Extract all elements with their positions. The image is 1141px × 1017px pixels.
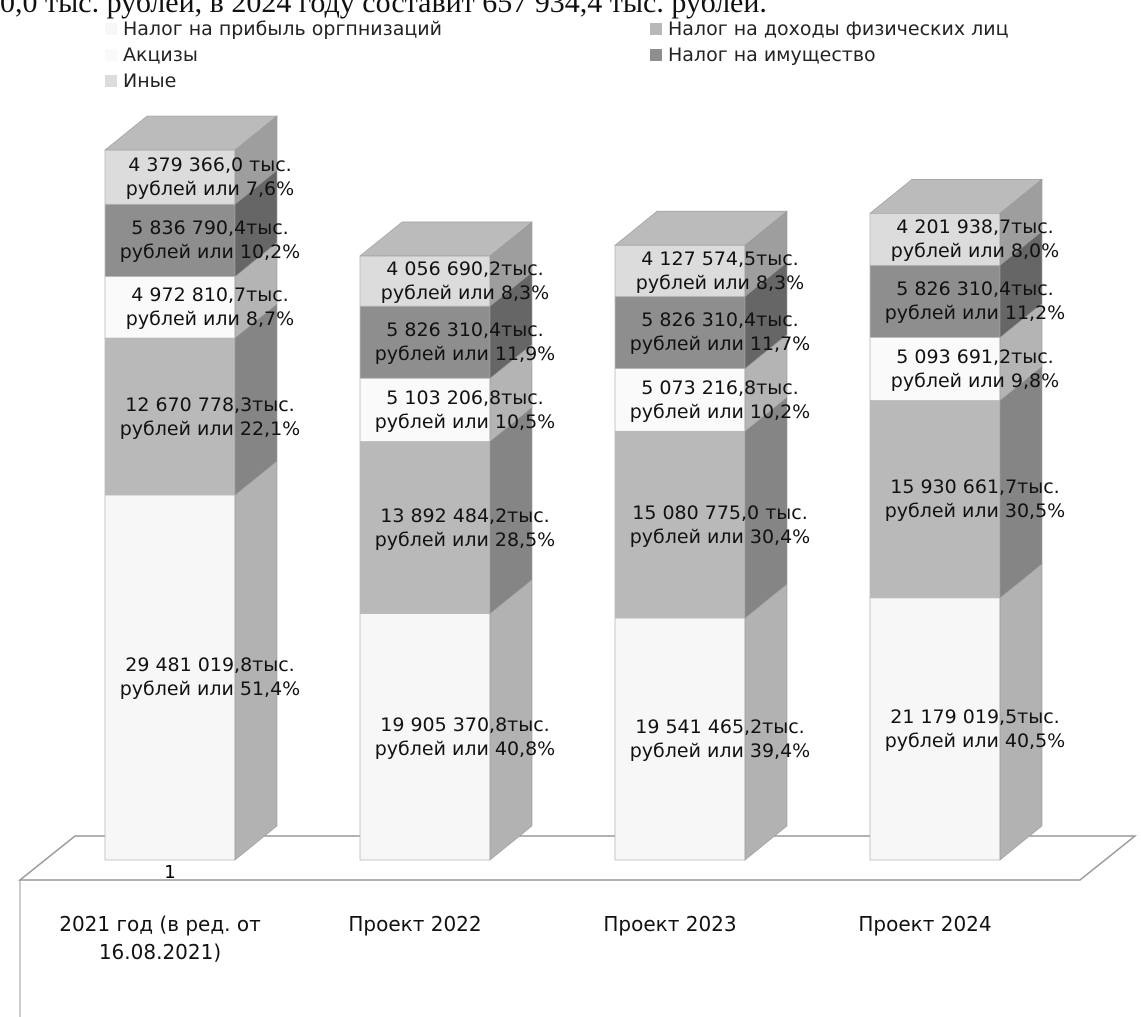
data-label: 15 080 775,0 тыс. рублей или 30,4% bbox=[629, 501, 811, 548]
data-label: 5 836 790,4тыс. рублей или 10,2% bbox=[119, 217, 301, 264]
legend-label: Налог на прибыль оргпнизаций bbox=[123, 18, 442, 40]
bar-segment bbox=[614, 430, 746, 619]
data-label: 5 826 310,4тыс. рублей или 11,2% bbox=[884, 278, 1066, 325]
data-label: 21 179 019,5тыс. рублей или 40,5% bbox=[884, 705, 1066, 752]
data-label: 5 103 206,8тыс. рублей или 10,5% bbox=[374, 386, 556, 433]
data-label: 29 481 019,8тыс. рублей или 51,4% bbox=[119, 654, 301, 701]
bar-segment bbox=[614, 368, 746, 432]
legend-item: Налог на прибыль оргпнизаций bbox=[105, 18, 442, 40]
x-tick-label: Проект 2022 bbox=[348, 912, 482, 936]
legend-swatch bbox=[105, 75, 117, 87]
legend-item: Акцизы bbox=[105, 44, 198, 66]
bar-segment bbox=[359, 613, 491, 861]
data-label: 19 905 370,8тыс. рублей или 40,8% bbox=[374, 713, 556, 760]
annotation: 1 bbox=[164, 862, 175, 883]
legend-label: Налог на доходы физических лиц bbox=[668, 18, 1009, 40]
data-label: 5 093 691,2тыс. рублей или 9,8% bbox=[890, 345, 1060, 392]
data-label: 15 930 661,7тыс. рублей или 30,5% bbox=[884, 476, 1066, 523]
bar-top bbox=[614, 210, 788, 246]
cut-text: 0,0 тыс. рублей, в 2024 году составит 65… bbox=[0, 0, 767, 19]
legend-swatch bbox=[105, 49, 117, 61]
data-label: 4 379 366,0 тыс. рублей или 7,6% bbox=[125, 154, 295, 201]
bar-segment bbox=[614, 617, 746, 861]
floor bbox=[17, 835, 1138, 881]
bar-segment bbox=[104, 203, 236, 277]
data-label: 5 073 216,8тыс. рублей или 10,2% bbox=[629, 376, 811, 423]
legend-label: Налог на имущество bbox=[668, 44, 876, 66]
bar-segment bbox=[104, 337, 236, 496]
data-label: 5 826 310,4тыс. рублей или 11,9% bbox=[374, 319, 556, 366]
bar-segment bbox=[869, 597, 1001, 861]
data-label: 4 201 938,7тыс. рублей или 8,0% bbox=[890, 216, 1060, 263]
x-tick-label: 2021 год (в ред. от 16.08.2021) bbox=[59, 912, 261, 964]
bar-segment bbox=[104, 149, 236, 205]
legend-item: Налог на имущество bbox=[650, 44, 876, 66]
x-tick-label: Проект 2023 bbox=[603, 912, 737, 936]
data-label: 13 892 484,2тыс. рублей или 28,5% bbox=[374, 504, 556, 551]
legend-item: Иные bbox=[105, 70, 176, 92]
bar-segment bbox=[869, 264, 1001, 338]
legend-swatch bbox=[650, 49, 662, 61]
data-label: 4 127 574,5тыс. рублей или 8,3% bbox=[635, 247, 805, 294]
bar-top bbox=[104, 115, 278, 151]
bar-segment bbox=[359, 305, 491, 379]
data-label: 19 541 465,2тыс. рублей или 39,4% bbox=[629, 716, 811, 763]
bar-segment bbox=[614, 295, 746, 369]
bar-segment bbox=[869, 337, 1001, 401]
bar-segment bbox=[104, 276, 236, 339]
legend-label: Иные bbox=[123, 70, 177, 92]
data-label: 4 972 810,7тыс. рублей или 8,7% bbox=[125, 284, 295, 331]
legend-swatch bbox=[105, 23, 117, 35]
bar-segment bbox=[359, 377, 491, 442]
bar-top bbox=[359, 221, 533, 257]
data-label: 12 670 778,3тыс. рублей или 22,1% bbox=[119, 393, 301, 440]
legend-label: Акцизы bbox=[123, 44, 198, 66]
legend-item: Налог на доходы физических лиц bbox=[650, 18, 1009, 40]
data-label: 5 826 310,4тыс. рублей или 11,7% bbox=[629, 309, 811, 356]
legend-swatch bbox=[650, 23, 662, 35]
x-tick-label: Проект 2024 bbox=[858, 912, 992, 936]
bar-top bbox=[869, 178, 1043, 214]
bar-segment bbox=[614, 244, 746, 297]
data-label: 4 056 690,2тыс. рублей или 8,3% bbox=[380, 258, 550, 305]
bar-segment bbox=[104, 494, 236, 861]
